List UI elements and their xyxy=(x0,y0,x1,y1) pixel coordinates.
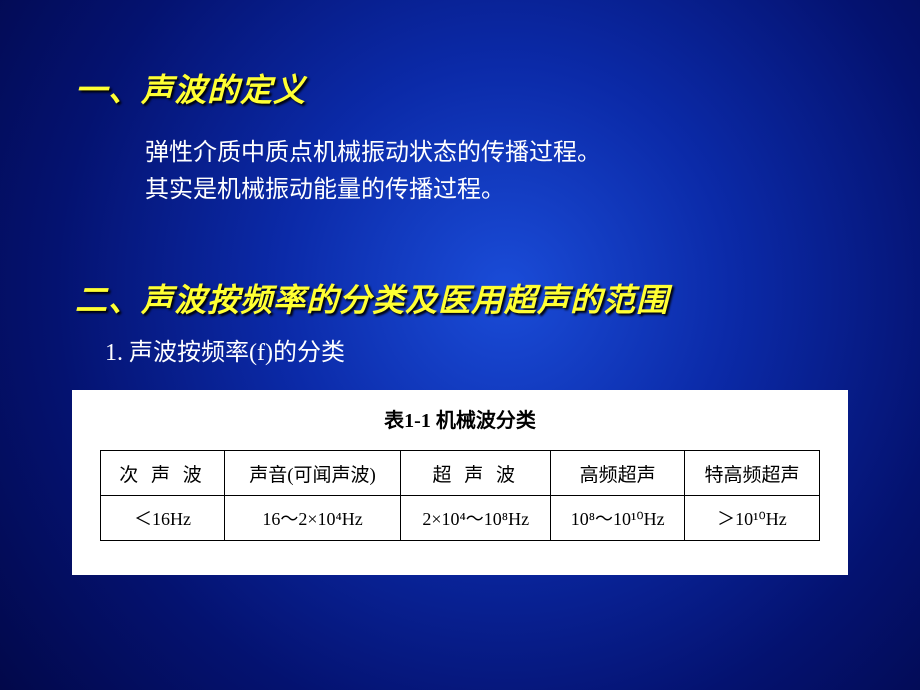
table-header-cell: 超 声 波 xyxy=(401,451,551,496)
classification-table: 次 声 波 声音(可闻声波) 超 声 波 高频超声 特高频超声 ＜16Hz 16… xyxy=(100,450,820,541)
section1-title: 一、声波的定义 xyxy=(75,65,306,111)
table-value-cell: 16～2×10⁴Hz xyxy=(225,496,401,541)
table-container: 表1-1 机械波分类 次 声 波 声音(可闻声波) 超 声 波 高频超声 特高频… xyxy=(72,390,848,575)
table-value-cell: 2×10⁴～10⁸Hz xyxy=(401,496,551,541)
section1-line2: 其实是机械振动能量的传播过程。 xyxy=(145,172,505,209)
table-header-row: 次 声 波 声音(可闻声波) 超 声 波 高频超声 特高频超声 xyxy=(101,451,820,496)
section2-sub1: 1. 声波按频率(f)的分类 xyxy=(105,335,345,372)
table-header-cell: 高频超声 xyxy=(551,451,685,496)
table-value-row: ＜16Hz 16～2×10⁴Hz 2×10⁴～10⁸Hz 10⁸～10¹⁰Hz … xyxy=(101,496,820,541)
table-value-cell: 10⁸～10¹⁰Hz xyxy=(551,496,685,541)
table-header-cell: 次 声 波 xyxy=(101,451,225,496)
table-header-cell: 特高频超声 xyxy=(684,451,819,496)
table-header-cell: 声音(可闻声波) xyxy=(225,451,401,496)
table-value-cell: ＞10¹⁰Hz xyxy=(684,496,819,541)
table-caption: 表1-1 机械波分类 xyxy=(72,390,848,433)
section2-title: 二、声波按频率的分类及医用超声的范围 xyxy=(75,275,669,321)
section1-line1: 弹性介质中质点机械振动状态的传播过程。 xyxy=(145,135,601,172)
table-value-cell: ＜16Hz xyxy=(101,496,225,541)
